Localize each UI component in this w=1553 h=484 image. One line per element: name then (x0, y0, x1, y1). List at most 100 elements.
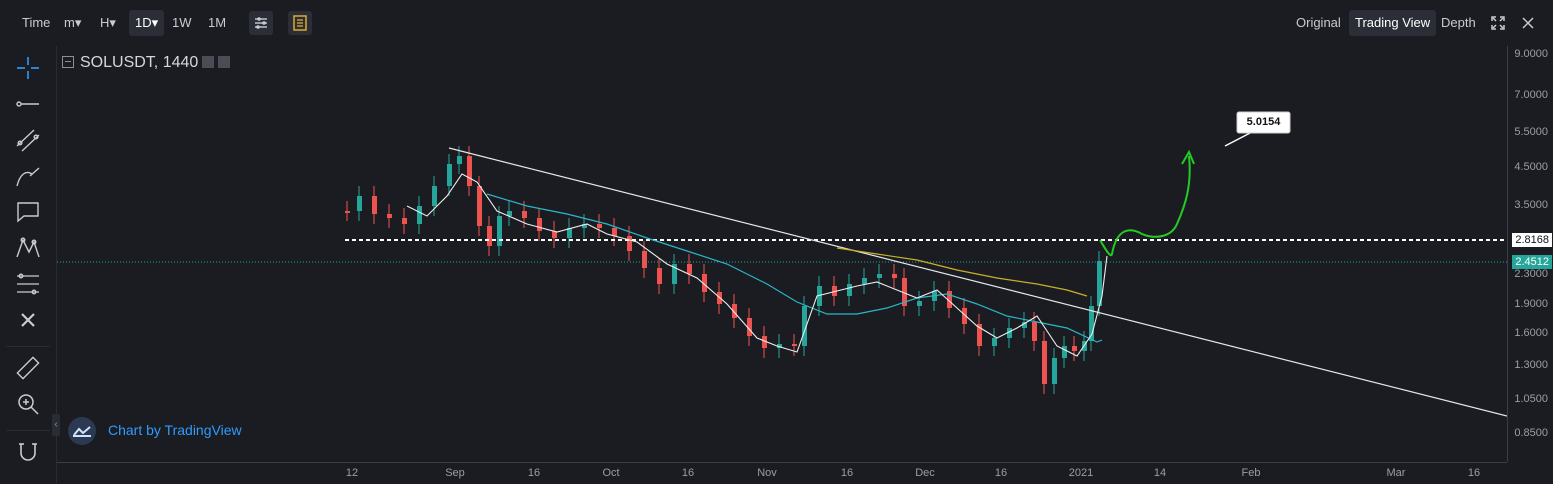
minute-interval-dropdown[interactable]: m▾ (64, 15, 82, 30)
candle-body (947, 291, 952, 308)
candle-body (832, 286, 837, 296)
collapse-legend-icon[interactable] (62, 56, 74, 68)
candle-body (702, 274, 707, 292)
candle-body (1052, 358, 1057, 384)
candle-body (357, 196, 362, 211)
horizontal-ray-icon[interactable] (14, 90, 42, 118)
price-tick: 1.0500 (1514, 393, 1548, 405)
candle-body (1007, 328, 1012, 338)
hour-interval-dropdown[interactable]: H▾ (100, 15, 116, 30)
candle-body (497, 216, 502, 246)
crosshair-icon[interactable] (14, 54, 42, 82)
depth-view-button[interactable]: Depth (1441, 15, 1476, 30)
day-interval-dropdown[interactable]: 1D▾ (129, 10, 165, 36)
candle-body (817, 286, 822, 306)
annotation-label[interactable]: 5.0154 (1246, 116, 1281, 128)
legend-more-icon[interactable] (218, 56, 231, 68)
candle-body (1072, 346, 1077, 351)
price-chart (57, 111, 1508, 417)
candle-body (567, 228, 572, 238)
trading-view-button[interactable]: Trading View (1349, 10, 1437, 36)
time-tick: 16 (681, 467, 695, 479)
time-tick: Nov (757, 467, 777, 479)
fib-retracement-icon[interactable] (14, 270, 42, 298)
annotation-box (1236, 111, 1291, 134)
time-tick: Feb (1241, 467, 1261, 479)
candle-body (847, 284, 852, 296)
projection-arrow (1099, 155, 1191, 257)
descending-trendline (448, 147, 1508, 417)
candle-body (597, 224, 602, 228)
week-interval-button[interactable]: 1W (172, 15, 192, 30)
magnet-icon[interactable] (14, 438, 42, 466)
indicator-settings-icon[interactable] (249, 11, 273, 35)
fullscreen-icon[interactable] (1490, 15, 1506, 36)
trend-channel-icon[interactable] (14, 126, 42, 154)
chart-area[interactable]: 5.0154 (57, 46, 1508, 462)
legend-settings-icon[interactable] (202, 56, 215, 68)
candle-body (417, 206, 422, 224)
time-axis[interactable]: 12 Sep 16 Oct 16 Nov 16 Dec 16 2021 14 F… (57, 462, 1507, 484)
ruler-icon[interactable] (14, 354, 42, 382)
candle-body (1022, 322, 1027, 328)
brush-icon[interactable] (14, 162, 42, 190)
watermark-text: Chart by TradingView (108, 422, 242, 438)
candle-body (387, 214, 392, 218)
time-tick: 16 (1467, 467, 1481, 479)
candle-body (672, 264, 677, 284)
candle-body (777, 344, 782, 348)
price-tick: 1.6000 (1514, 327, 1548, 339)
symbol-legend: SOLUSDT, 1440 (62, 53, 231, 73)
close-icon[interactable] (1520, 15, 1536, 36)
arrow-head (1181, 149, 1195, 165)
candle-body (977, 324, 982, 346)
time-tick: Dec (915, 467, 935, 479)
time-tick: 16 (994, 467, 1008, 479)
candles (345, 146, 1102, 394)
ma-yellow (836, 247, 1088, 297)
candle-body (732, 304, 737, 318)
price-tick: 0.8500 (1514, 427, 1548, 439)
candle-body (372, 196, 377, 214)
candle-body (792, 344, 797, 346)
candle-body (432, 186, 437, 206)
toolbar-divider (6, 430, 50, 431)
candle-body (402, 218, 407, 224)
original-view-button[interactable]: Original (1296, 15, 1341, 30)
callout-icon[interactable] (14, 198, 42, 226)
candle-body (1089, 306, 1094, 341)
remove-drawings-icon[interactable] (14, 306, 42, 334)
candle-body (992, 338, 997, 346)
pattern-icon[interactable] (14, 234, 42, 262)
price-tick: 5.5000 (1514, 126, 1548, 138)
time-button[interactable]: Time (22, 15, 51, 30)
candle-body (507, 211, 512, 216)
month-interval-button[interactable]: 1M (208, 15, 227, 30)
price-axis[interactable]: 9.0000 7.0000 5.5000 4.5000 3.5000 2.300… (1507, 46, 1553, 462)
candle-body (1097, 261, 1102, 306)
time-tick: 16 (527, 467, 541, 479)
candle-body (487, 226, 492, 246)
top-toolbar: Time m▾ H▾ 1D▾ 1W 1M Original Trading Vi… (0, 0, 1553, 46)
candle-body (1082, 341, 1087, 351)
symbol-label: SOLUSDT, 1440 (80, 54, 199, 71)
candle-body (642, 251, 647, 268)
price-tick: 1.9000 (1514, 298, 1548, 310)
candle-body (762, 336, 767, 348)
candle-body (747, 318, 752, 336)
time-tick: 16 (840, 467, 854, 479)
candle-body (457, 156, 462, 164)
ma-cyan (486, 193, 1103, 343)
time-tick: Mar (1386, 467, 1406, 479)
candle-body (477, 186, 482, 226)
collapse-toolbar-icon[interactable]: ‹ (52, 414, 60, 436)
zoom-in-icon[interactable] (14, 390, 42, 418)
studies-icon[interactable] (288, 11, 312, 35)
tradingview-watermark[interactable]: Chart by TradingView (68, 416, 242, 446)
candle-body (1062, 346, 1067, 358)
candle-body (612, 228, 617, 236)
tradingview-logo-icon (68, 417, 96, 446)
candle-body (467, 156, 472, 186)
time-tick: 2021 (1068, 467, 1094, 479)
candle-body (627, 236, 632, 251)
